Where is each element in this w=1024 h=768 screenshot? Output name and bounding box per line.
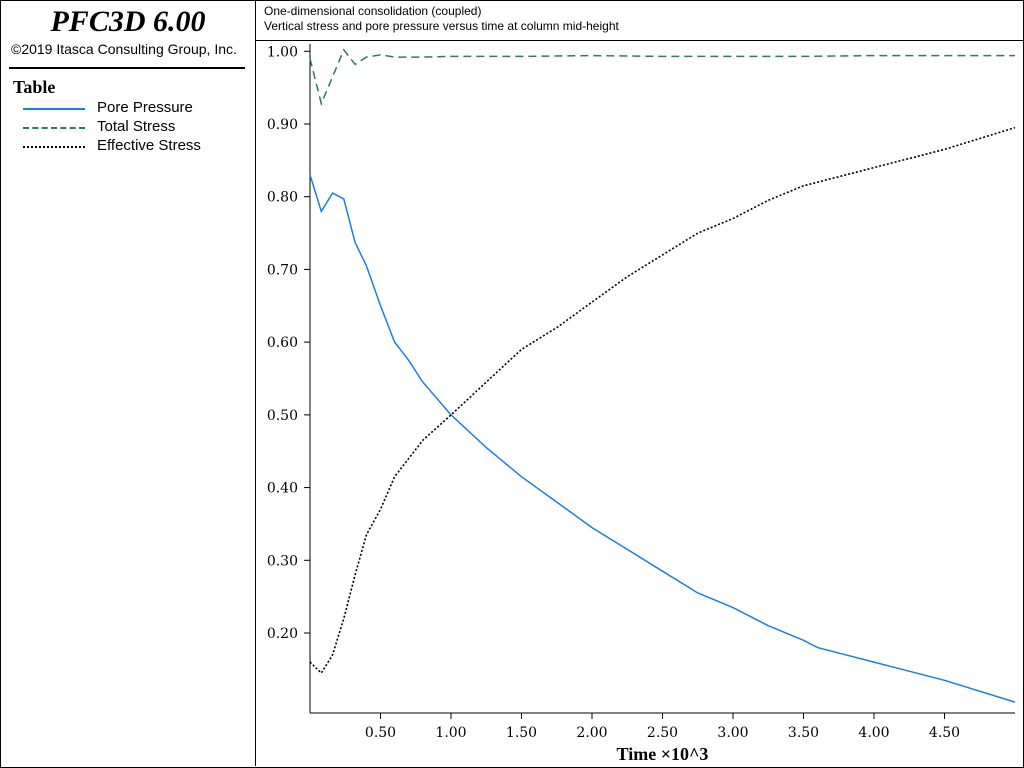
x-tick-label: 0.50: [365, 725, 396, 741]
ticks: 0.20 0.30 0.40 0.50 0.60 0.70 0.80 0.90 1.00 0.50…: [267, 44, 960, 741]
legend-swatch-effective-stress: [23, 146, 85, 148]
y-tick-label: 0.20: [267, 626, 298, 642]
x-tick-label: 4.50: [929, 725, 960, 741]
series-layer: [309, 48, 1016, 703]
side-divider: [9, 67, 245, 69]
legend-item-pore-pressure: Pore Pressure: [23, 99, 253, 117]
legend-swatch-total-stress: [23, 127, 85, 129]
x-tick-label: 1.50: [506, 725, 537, 741]
y-tick-label: 1.00: [267, 44, 298, 60]
axes: [309, 44, 1015, 714]
legend-item-total-stress: Total Stress: [23, 118, 253, 136]
chart-title: One-dimensional consolidation (coupled): [264, 4, 482, 18]
y-tick-label: 0.90: [267, 117, 298, 133]
x-tick-label: 4.00: [858, 725, 889, 741]
series-line-total-stress: [309, 48, 1015, 106]
series-line-pore-pressure: [309, 174, 1016, 703]
y-tick-label: 0.40: [267, 481, 298, 497]
y-tick-label: 0.70: [267, 262, 298, 278]
side-panel: PFC3D 6.00 ©2019 Itasca Consulting Group…: [1, 1, 256, 766]
chart-subtitle: Vertical stress and pore pressure versus…: [264, 19, 619, 33]
x-axis-title: Time ×10^3: [617, 744, 709, 764]
legend-label: Pore Pressure: [97, 99, 193, 116]
y-tick-label: 0.30: [267, 553, 298, 569]
legend-label: Effective Stress: [97, 137, 201, 154]
x-tick-label: 3.00: [717, 725, 748, 741]
chart-heading: One-dimensional consolidation (coupled) …: [264, 4, 619, 34]
series-line-effective-stress: [309, 126, 1016, 675]
x-tick-label: 2.00: [576, 725, 607, 741]
legend-label: Total Stress: [97, 118, 176, 135]
legend-title: Table: [13, 77, 56, 97]
app-title: PFC3D 6.00: [50, 5, 206, 38]
x-tick-label: 3.50: [788, 725, 819, 741]
x-tick-label: 1.00: [435, 725, 466, 741]
legend-item-effective-stress: Effective Stress: [23, 137, 253, 155]
y-tick-label: 0.50: [267, 408, 298, 424]
copyright-text: ©2019 Itasca Consulting Group, Inc.: [11, 41, 237, 57]
x-tick-label: 2.50: [647, 725, 678, 741]
legend-swatch-pore-pressure: [23, 108, 85, 110]
y-tick-label: 0.60: [267, 335, 298, 351]
y-tick-label: 0.80: [267, 190, 298, 206]
plot-top-divider: [256, 40, 1023, 41]
